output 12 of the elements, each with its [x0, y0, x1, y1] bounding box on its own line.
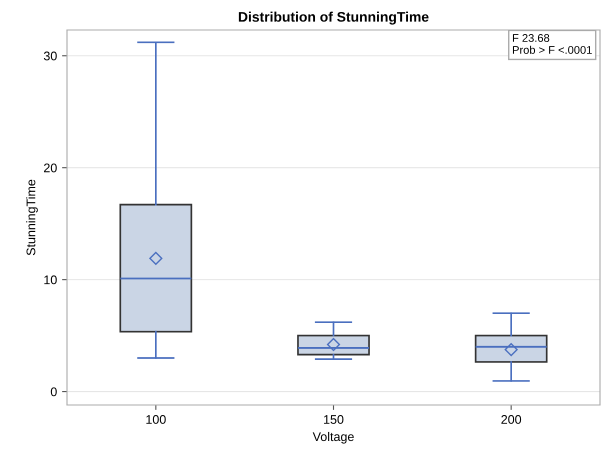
x-tick-label: 100: [146, 415, 166, 424]
x-tick-label: 200: [501, 415, 522, 424]
y-tick-label: 10: [44, 275, 57, 284]
annotation: F 23.68: [512, 34, 550, 42]
y-tick-label: 30: [44, 52, 57, 60]
y-axis-title: StunningTime: [26, 180, 38, 256]
annotation: Prob > F <.0001: [512, 46, 592, 54]
x-tick-label: 150: [324, 415, 344, 424]
x-axis-title: Voltage: [312, 432, 354, 444]
y-tick-label: 20: [44, 163, 57, 172]
y-tick-label: 0: [50, 387, 57, 396]
chart-title: Distribution of StunningTime: [238, 12, 429, 25]
